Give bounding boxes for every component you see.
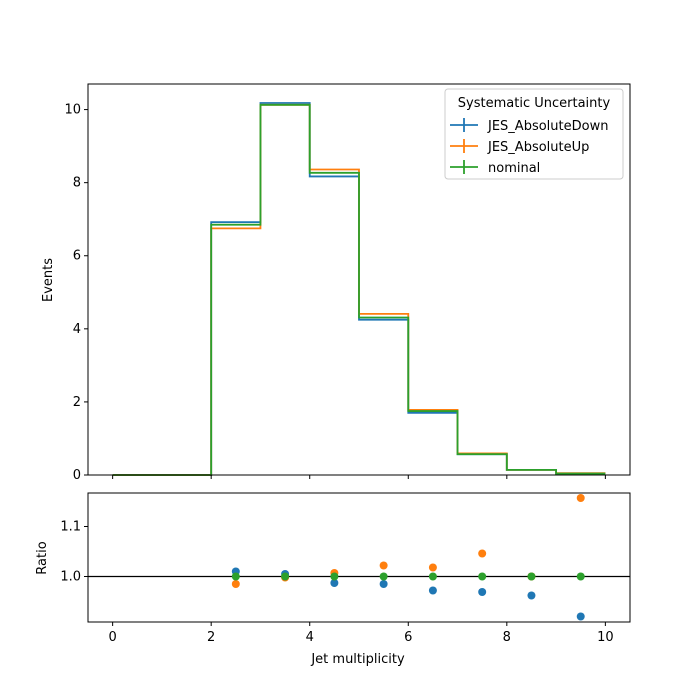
x-tick-label: 10 bbox=[597, 630, 614, 645]
legend-label: JES_AbsoluteDown bbox=[487, 119, 608, 134]
x-tick-label: 0 bbox=[108, 630, 116, 645]
x-tick-label: 4 bbox=[306, 630, 314, 645]
ratio-point-JES_AbsoluteUp bbox=[379, 561, 388, 570]
ratio-point-JES_AbsoluteUp bbox=[428, 563, 437, 572]
ratio-point-JES_AbsoluteUp bbox=[478, 549, 487, 558]
ratio-point-nominal bbox=[576, 572, 585, 581]
ratio-point-nominal bbox=[527, 572, 536, 581]
ratio-point-nominal bbox=[379, 572, 388, 581]
ratio-point-JES_AbsoluteUp bbox=[231, 580, 240, 588]
legend-entry: JES_AbsoluteUp bbox=[450, 139, 589, 155]
ratio-point-JES_AbsoluteDown bbox=[478, 588, 487, 596]
legend: Systematic Uncertainty JES_AbsoluteDownJ… bbox=[444, 88, 624, 180]
bottom-plot-frame bbox=[87, 492, 631, 623]
top-y-tick-label: 0 bbox=[73, 468, 81, 483]
legend-label: JES_AbsoluteUp bbox=[487, 140, 589, 155]
legend-entry: JES_AbsoluteDown bbox=[450, 118, 608, 134]
ratio-point-nominal bbox=[428, 572, 437, 581]
legend-title: Systematic Uncertainty bbox=[458, 96, 611, 111]
top-y-tick-label: 8 bbox=[73, 176, 81, 191]
x-tick-label: 8 bbox=[503, 630, 511, 645]
ratio-point-nominal bbox=[330, 572, 339, 581]
top-y-tick-label: 4 bbox=[73, 322, 81, 337]
bottom-y-tick-label: 1.1 bbox=[60, 520, 81, 535]
ratio-point-JES_AbsoluteDown bbox=[428, 586, 437, 595]
ratio-points bbox=[231, 494, 585, 621]
top-y-tick-label: 6 bbox=[73, 249, 81, 264]
top-x-ticks bbox=[112, 475, 606, 479]
ratio-point-nominal bbox=[478, 572, 487, 581]
legend-entry: nominal bbox=[450, 160, 540, 176]
bottom-x-axis: 0 2 4 6 8 10 bbox=[108, 622, 614, 645]
ratio-point-JES_AbsoluteDown bbox=[379, 580, 388, 588]
legend-label: nominal bbox=[488, 161, 540, 176]
top-plot-frame bbox=[87, 83, 631, 476]
bottom-y-tick-label: 1.0 bbox=[60, 570, 81, 585]
legend-box bbox=[444, 88, 624, 180]
top-y-axis: 0 2 4 6 8 10 bbox=[64, 103, 88, 483]
top-y-axis-label: Events bbox=[41, 258, 56, 302]
x-axis-label: Jet multiplicity bbox=[310, 652, 405, 667]
bottom-plot-area bbox=[88, 493, 630, 622]
ratio-point-JES_AbsoluteDown bbox=[576, 612, 585, 621]
ratio-point-JES_AbsoluteDown bbox=[330, 579, 339, 587]
top-y-tick-label: 10 bbox=[64, 103, 81, 118]
ratio-point-nominal bbox=[281, 572, 290, 581]
x-tick-label: 6 bbox=[404, 630, 412, 645]
bottom-panel: 1.0 1.1 0 2 4 6 8 10 Ratio Jet multiplicity bbox=[35, 492, 631, 667]
ratio-point-JES_AbsoluteUp bbox=[576, 494, 585, 502]
top-panel: 0 2 4 6 8 10 Events Systematic Uncertainty JE… bbox=[41, 83, 631, 483]
ratio-point-nominal bbox=[231, 572, 240, 581]
x-tick-label: 2 bbox=[207, 630, 215, 645]
top-step-series bbox=[112, 102, 606, 476]
bottom-y-axis: 1.0 1.1 bbox=[60, 520, 88, 585]
step-line-nominal bbox=[112, 103, 606, 476]
ratio-point-JES_AbsoluteDown bbox=[527, 591, 536, 600]
bottom-y-axis-label: Ratio bbox=[35, 541, 50, 574]
top-y-tick-label: 2 bbox=[73, 395, 81, 410]
